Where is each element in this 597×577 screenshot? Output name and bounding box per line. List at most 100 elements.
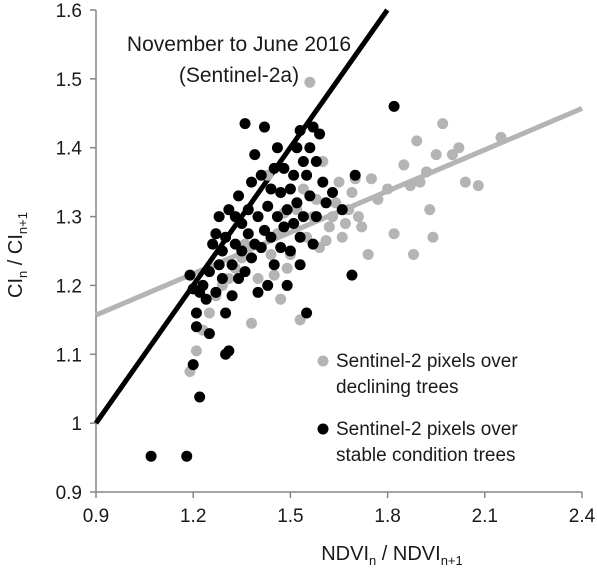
data-point: [446, 149, 458, 161]
data-point: [294, 231, 306, 243]
data-point: [411, 135, 423, 147]
data-point: [294, 314, 306, 326]
legend-marker-declining: [317, 355, 329, 367]
data-point: [307, 121, 319, 133]
y-tick-label: 1: [71, 414, 82, 435]
data-point: [255, 169, 267, 181]
data-point: [301, 307, 313, 319]
data-point: [291, 142, 303, 154]
data-point: [190, 321, 202, 333]
y-tick-label: 1.2: [56, 276, 82, 297]
x-label-main: NDVI: [321, 543, 369, 565]
trendline-stable: [93, 8, 390, 425]
data-point: [281, 204, 293, 216]
data-point: [362, 248, 374, 260]
data-point: [314, 128, 326, 140]
data-point: [346, 269, 358, 281]
data-point: [310, 155, 322, 167]
data-point: [336, 204, 348, 216]
data-point: [271, 211, 283, 223]
data-point: [352, 211, 364, 223]
data-point: [336, 231, 348, 243]
data-point: [213, 211, 225, 223]
data-point: [207, 238, 219, 250]
data-point: [278, 162, 290, 174]
data-point: [275, 186, 287, 198]
data-point: [323, 221, 335, 233]
data-point: [265, 231, 277, 243]
legend-label-stable-line-1: Sentinel-2 pixels over: [336, 419, 518, 440]
y-label-sep: / CI: [5, 234, 27, 271]
data-point: [236, 245, 248, 257]
data-point: [388, 228, 400, 240]
data-point: [229, 238, 241, 250]
axis-titles: NDVIn / NDVIn+1 CIn / CIn+1: [5, 212, 463, 568]
data-point: [265, 183, 277, 195]
x-label-sub-n1: n+1: [441, 553, 463, 568]
x-tick-label: 0.9: [83, 506, 109, 527]
data-point: [268, 259, 280, 271]
data-point: [213, 259, 225, 271]
data-point: [430, 149, 442, 161]
data-point: [349, 169, 361, 181]
data-point: [210, 286, 222, 298]
data-point: [339, 217, 351, 229]
data-point: [203, 328, 215, 340]
data-point: [330, 197, 342, 209]
annotation: November to June 2016 (Sentinel-2a): [127, 33, 351, 87]
y-tick-label: 1.5: [56, 70, 82, 91]
data-point: [304, 190, 316, 202]
data-point: [252, 286, 264, 298]
legend-label-declining-line-1: Sentinel-2 pixels over: [336, 351, 518, 372]
data-point: [216, 245, 228, 257]
data-points: [145, 76, 507, 462]
data-point: [320, 235, 332, 247]
data-point: [255, 242, 267, 254]
x-tick-label: 1.5: [277, 506, 303, 527]
data-point: [294, 125, 306, 136]
data-point: [372, 193, 384, 205]
data-point: [291, 197, 303, 209]
data-point: [220, 307, 232, 319]
data-point: [281, 262, 293, 274]
x-tick-label: 2.4: [569, 506, 596, 527]
data-point: [239, 118, 251, 130]
y-axis-label: CIn / CIn+1: [5, 212, 30, 298]
axes: 0.9 1.2 1.5 1.8 2.1 2.4 0.9 1 1.1 1.2 1.3 1.4 1.5 1.6: [56, 1, 596, 527]
data-point: [203, 266, 215, 278]
data-point: [284, 245, 296, 257]
legend-label-stable-line-2: stable condition trees: [336, 445, 516, 466]
annotation-line-1: November to June 2016: [127, 33, 351, 56]
data-point: [346, 186, 358, 198]
data-point: [310, 211, 322, 223]
data-point: [278, 221, 290, 233]
legend-label-declining-line-2: declining trees: [336, 377, 459, 398]
data-point: [246, 176, 258, 188]
data-point: [320, 197, 332, 209]
data-point: [408, 248, 420, 260]
data-point: [145, 450, 157, 462]
data-point: [304, 76, 316, 88]
data-point: [252, 273, 264, 285]
data-point: [242, 204, 254, 216]
data-point: [242, 228, 254, 240]
data-point: [297, 211, 309, 223]
annotation-line-2: (Sentinel-2a): [179, 64, 299, 87]
data-point: [223, 204, 235, 216]
data-point: [284, 183, 296, 195]
data-point: [210, 228, 222, 240]
data-point: [275, 242, 287, 254]
data-point: [216, 273, 228, 285]
data-point: [398, 159, 410, 171]
data-point: [414, 176, 426, 188]
data-point: [424, 204, 436, 216]
data-point: [327, 211, 339, 223]
data-point: [220, 231, 232, 243]
data-point: [333, 176, 345, 188]
data-point: [382, 183, 394, 195]
y-tick-label: 1.6: [56, 1, 82, 22]
x-tick-label: 2.1: [472, 506, 498, 527]
data-point: [226, 259, 238, 271]
data-point: [194, 391, 206, 403]
data-point: [268, 162, 280, 174]
